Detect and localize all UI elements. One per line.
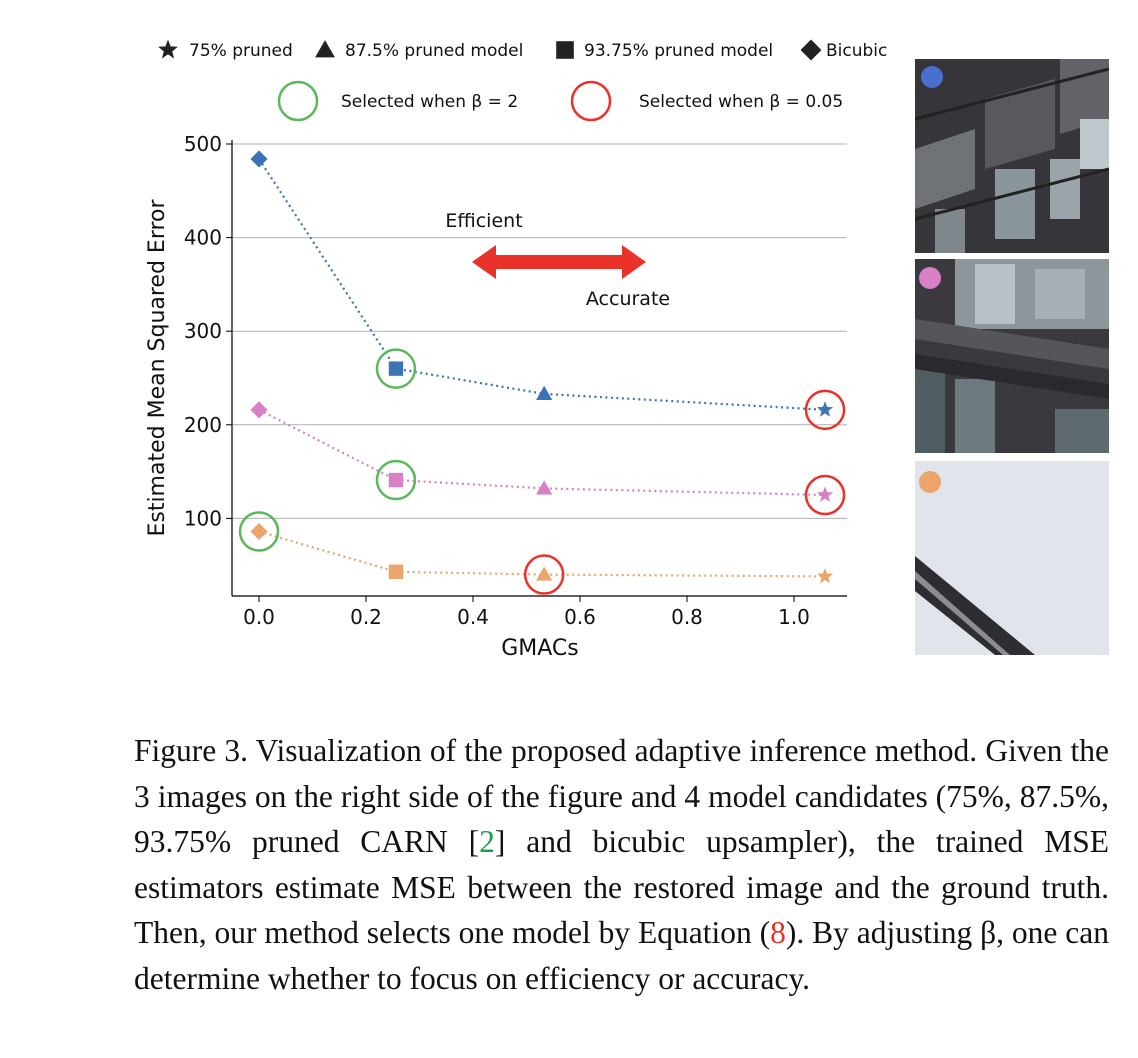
- double-arrow: [472, 245, 646, 279]
- caption-text-c: ). By adjusting β, one can determine whe…: [134, 915, 1110, 996]
- series-layer: [238, 150, 846, 595]
- citation-link-2[interactable]: 2: [479, 824, 495, 859]
- annotation-accurate: Accurate: [586, 288, 670, 310]
- legend-label: 75% pruned: [189, 41, 293, 61]
- selection-circle-beta-005: [804, 389, 846, 431]
- y-tick-label: 200: [184, 413, 222, 437]
- annotations: Efficient Accurate: [445, 210, 670, 310]
- y-tick-label: 100: [184, 506, 222, 530]
- data-point-square: [388, 564, 404, 579]
- legend-marker-star: [158, 39, 178, 59]
- data-point-diamond: [250, 150, 268, 168]
- selection-circle-beta-2: [375, 348, 417, 389]
- series-line-1: [258, 408, 826, 497]
- caption-text-b: ] and bicubic upsampler), the trained MS…: [134, 824, 1109, 950]
- data-point-star: [816, 567, 834, 584]
- x-tick-label: 0.4: [457, 605, 489, 629]
- data-point-star: [816, 401, 834, 417]
- selection-circle-beta-005: [804, 474, 846, 516]
- y-tick-label: 400: [184, 226, 222, 250]
- legend-label: 93.75% pruned model: [584, 41, 773, 61]
- data-point-square: [388, 361, 404, 376]
- legend-label: 87.5% pruned model: [345, 41, 523, 61]
- x-tick-label: 0.8: [671, 605, 703, 629]
- data-point-triangle: [536, 480, 553, 495]
- legend-marker-diamond: [800, 39, 822, 61]
- equation-link-8[interactable]: 8: [770, 915, 786, 950]
- y-tick-label: 300: [184, 319, 222, 343]
- caption-text-a: Figure 3. Visualization of the proposed …: [134, 733, 1109, 859]
- series-line-2: [258, 530, 826, 578]
- legend: 75% pruned 87.5% pruned model 93.75% prune…: [158, 39, 887, 122]
- legend-circle: [570, 80, 612, 122]
- legend-label: Bicubic: [826, 41, 887, 61]
- chart: 75% pruned 87.5% pruned model 93.75% prune…: [145, 39, 887, 661]
- legend-marker-triangle: [315, 40, 335, 58]
- y-axis-label: Estimated Mean Squared Error: [145, 198, 170, 536]
- thumbnail-image-1: [915, 59, 1109, 253]
- data-point-diamond: [250, 522, 268, 541]
- legend-circle: [277, 80, 319, 122]
- legend-circle-label: Selected when β = 2: [341, 92, 518, 112]
- x-tick-label: 0.2: [350, 605, 382, 629]
- legend-marker-square: [556, 41, 574, 59]
- x-tick-label: 1.0: [778, 605, 810, 629]
- grid-lines: [232, 143, 847, 519]
- legend-circle-label: Selected when β = 0.05: [639, 92, 843, 112]
- selection-circle-beta-005: [523, 554, 565, 595]
- data-point-star: [816, 486, 834, 502]
- selection-circle-beta-2: [238, 511, 280, 552]
- data-point-square: [388, 472, 404, 488]
- data-point-diamond: [250, 401, 268, 419]
- series-line-0: [258, 158, 826, 411]
- selection-circle-beta-2: [375, 459, 417, 501]
- x-tick-label: 0.0: [243, 605, 275, 629]
- image-dot-1: [921, 66, 943, 88]
- thumbnail-image-2: [915, 259, 1109, 453]
- thumbnail-image-3: [915, 461, 1109, 655]
- image-dot-3: [919, 471, 941, 493]
- data-point-triangle: [536, 385, 553, 400]
- x-axis-label: GMACs: [501, 636, 579, 661]
- data-point-triangle: [536, 566, 553, 581]
- annotation-efficient: Efficient: [445, 210, 522, 232]
- y-tick-label: 500: [184, 132, 222, 156]
- figure-caption: Figure 3. Visualization of the proposed …: [134, 728, 1109, 1001]
- image-dot-2: [919, 267, 941, 289]
- axes: 100 200 300 400 500 0.0 0.2 0.4 0.6 0.8 1.0 GMACs Es…: [145, 132, 847, 661]
- x-tick-label: 0.6: [564, 605, 596, 629]
